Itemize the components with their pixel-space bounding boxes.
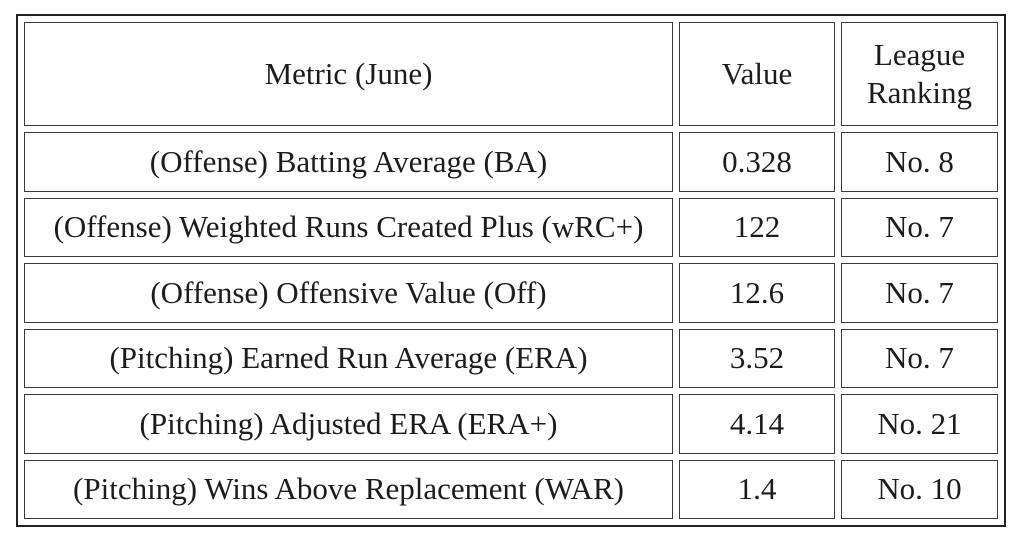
ranking-cell: No. 7 bbox=[841, 263, 998, 323]
ranking-cell: No. 10 bbox=[841, 459, 998, 519]
table-row: (Offense) Weighted Runs Created Plus (wR… bbox=[24, 197, 998, 257]
ranking-cell: No. 21 bbox=[841, 394, 998, 454]
metrics-table: Metric (June) Value League Ranking (Offe… bbox=[16, 14, 1006, 527]
metric-cell: (Pitching) Earned Run Average (ERA) bbox=[24, 328, 673, 388]
column-header-value: Value bbox=[679, 22, 835, 126]
column-header-league-ranking: League Ranking bbox=[841, 22, 998, 126]
metric-cell: (Offense) Offensive Value (Off) bbox=[24, 263, 673, 323]
value-cell: 3.52 bbox=[679, 328, 835, 388]
value-cell: 4.14 bbox=[679, 394, 835, 454]
value-cell: 12.6 bbox=[679, 263, 835, 323]
metric-cell: (Pitching) Wins Above Replacement (WAR) bbox=[24, 459, 673, 519]
metric-cell: (Offense) Batting Average (BA) bbox=[24, 132, 673, 192]
table-row: (Pitching) Wins Above Replacement (WAR) … bbox=[24, 459, 998, 519]
column-header-metric: Metric (June) bbox=[24, 22, 673, 126]
table-row: (Offense) Offensive Value (Off) 12.6 No.… bbox=[24, 263, 998, 323]
ranking-cell: No. 8 bbox=[841, 132, 998, 192]
value-cell: 1.4 bbox=[679, 459, 835, 519]
table-row: (Offense) Batting Average (BA) 0.328 No.… bbox=[24, 132, 998, 192]
value-cell: 122 bbox=[679, 197, 835, 257]
header-row: Metric (June) Value League Ranking bbox=[24, 22, 998, 126]
ranking-cell: No. 7 bbox=[841, 328, 998, 388]
table-row: (Pitching) Earned Run Average (ERA) 3.52… bbox=[24, 328, 998, 388]
table-row: (Pitching) Adjusted ERA (ERA+) 4.14 No. … bbox=[24, 394, 998, 454]
ranking-cell: No. 7 bbox=[841, 197, 998, 257]
metric-cell: (Offense) Weighted Runs Created Plus (wR… bbox=[24, 197, 673, 257]
metric-cell: (Pitching) Adjusted ERA (ERA+) bbox=[24, 394, 673, 454]
value-cell: 0.328 bbox=[679, 132, 835, 192]
